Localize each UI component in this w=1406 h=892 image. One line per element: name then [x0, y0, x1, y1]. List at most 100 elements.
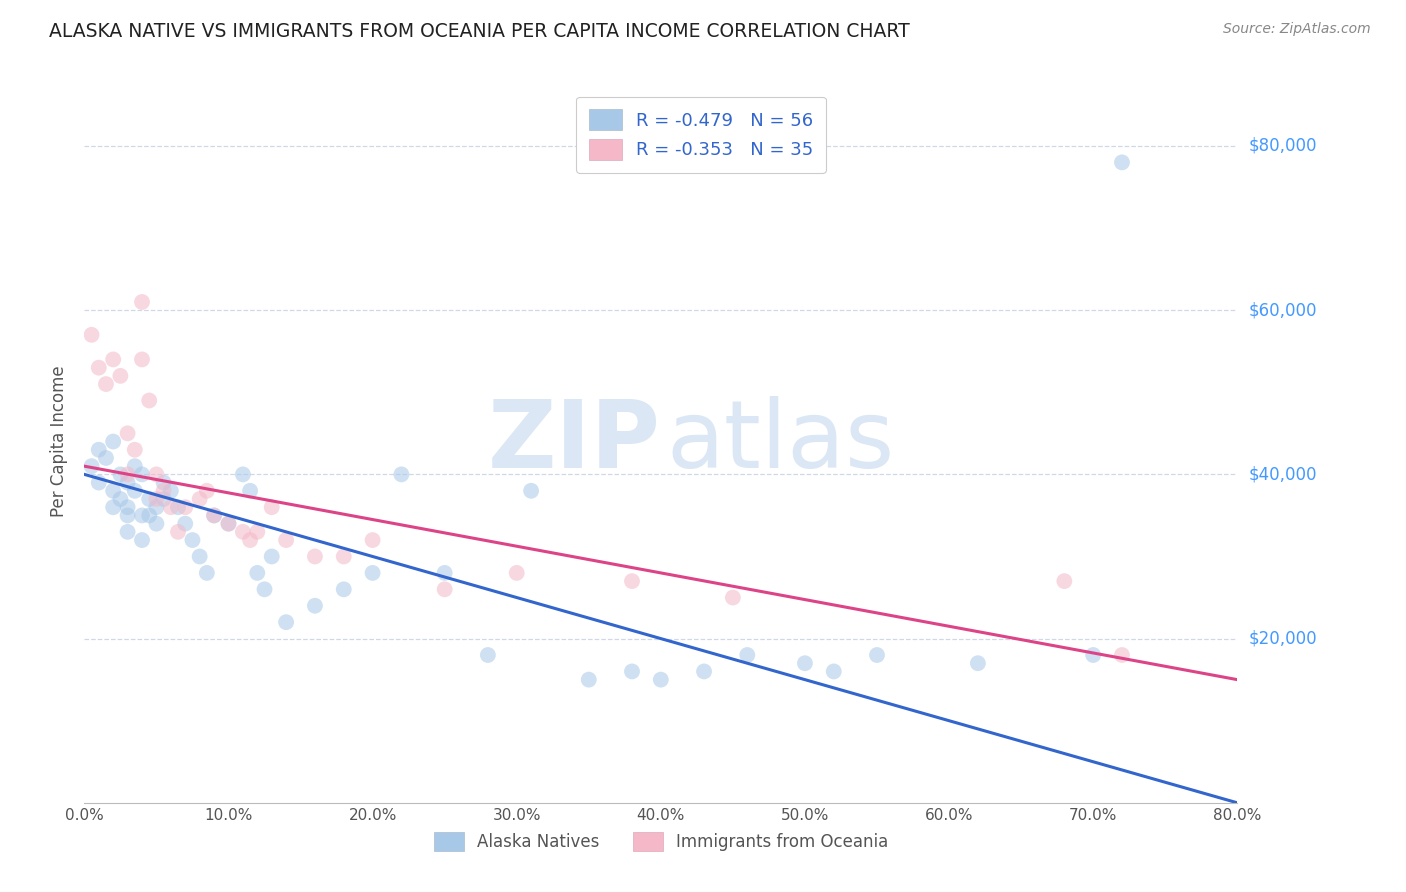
Point	[131, 352, 153, 367]
Point	[103, 483, 124, 498]
Point	[433, 582, 456, 597]
Point	[333, 549, 356, 564]
Point	[304, 549, 326, 564]
Point	[124, 483, 146, 498]
Text: $80,000: $80,000	[1249, 137, 1317, 155]
Point	[94, 377, 117, 392]
Point	[1111, 155, 1133, 169]
Point	[138, 393, 160, 408]
Point	[391, 467, 413, 482]
Point	[87, 475, 110, 490]
Point	[361, 566, 384, 580]
Point	[174, 500, 197, 515]
Point	[87, 442, 110, 457]
Text: ALASKA NATIVE VS IMMIGRANTS FROM OCEANIA PER CAPITA INCOME CORRELATION CHART: ALASKA NATIVE VS IMMIGRANTS FROM OCEANIA…	[49, 22, 910, 41]
Point	[246, 566, 269, 580]
Point	[138, 491, 160, 506]
Point	[253, 582, 276, 597]
Point	[131, 295, 153, 310]
Text: Source: ZipAtlas.com: Source: ZipAtlas.com	[1223, 22, 1371, 37]
Point	[276, 615, 298, 630]
Point	[124, 459, 146, 474]
Point	[117, 475, 139, 490]
Point	[117, 467, 139, 482]
Point	[152, 491, 174, 506]
Point	[246, 524, 269, 539]
Text: atlas: atlas	[666, 395, 894, 488]
Point	[80, 327, 103, 342]
Point	[167, 524, 190, 539]
Text: $20,000: $20,000	[1249, 630, 1317, 648]
Point	[145, 500, 167, 515]
Point	[124, 442, 146, 457]
Point	[188, 491, 211, 506]
Point	[152, 475, 174, 490]
Point	[117, 508, 139, 523]
Point	[131, 533, 153, 547]
Point	[477, 648, 499, 662]
Point	[103, 352, 124, 367]
Legend: R = -0.479   N = 56, R = -0.353   N = 35: R = -0.479 N = 56, R = -0.353 N = 35	[576, 96, 825, 172]
Point	[195, 566, 218, 580]
Point	[138, 508, 160, 523]
Point	[260, 500, 283, 515]
Point	[520, 483, 543, 498]
Point	[361, 533, 384, 547]
Point	[433, 566, 456, 580]
Point	[232, 467, 254, 482]
Point	[1111, 648, 1133, 662]
Point	[866, 648, 889, 662]
Point	[195, 483, 218, 498]
Point	[152, 483, 174, 498]
Point	[202, 508, 225, 523]
Point	[103, 434, 124, 449]
Y-axis label: Per Capita Income: Per Capita Income	[51, 366, 69, 517]
Point	[239, 483, 262, 498]
Point	[794, 657, 817, 671]
Point	[621, 574, 644, 588]
Point	[110, 467, 132, 482]
Point	[80, 459, 103, 474]
Point	[967, 657, 990, 671]
Point	[87, 360, 110, 375]
Point	[232, 524, 254, 539]
Point	[145, 491, 167, 506]
Text: $60,000: $60,000	[1249, 301, 1317, 319]
Point	[174, 516, 197, 531]
Point	[117, 426, 139, 441]
Point	[167, 500, 190, 515]
Point	[117, 500, 139, 515]
Point	[145, 467, 167, 482]
Point	[160, 483, 183, 498]
Point	[650, 673, 672, 687]
Point	[1053, 574, 1076, 588]
Point	[721, 591, 744, 605]
Point	[110, 491, 132, 506]
Point	[737, 648, 759, 662]
Point	[1083, 648, 1105, 662]
Point	[621, 665, 644, 679]
Text: ZIP: ZIP	[488, 395, 661, 488]
Point	[333, 582, 356, 597]
Point	[260, 549, 283, 564]
Point	[693, 665, 716, 679]
Point	[823, 665, 845, 679]
Point	[131, 467, 153, 482]
Point	[181, 533, 204, 547]
Point	[202, 508, 225, 523]
Point	[145, 516, 167, 531]
Point	[94, 450, 117, 465]
Point	[131, 508, 153, 523]
Point	[304, 599, 326, 613]
Point	[239, 533, 262, 547]
Point	[218, 516, 240, 531]
Point	[506, 566, 529, 580]
Point	[188, 549, 211, 564]
Point	[218, 516, 240, 531]
Point	[276, 533, 298, 547]
Point	[110, 368, 132, 383]
Text: $40,000: $40,000	[1249, 466, 1317, 483]
Point	[117, 524, 139, 539]
Point	[160, 500, 183, 515]
Point	[103, 500, 124, 515]
